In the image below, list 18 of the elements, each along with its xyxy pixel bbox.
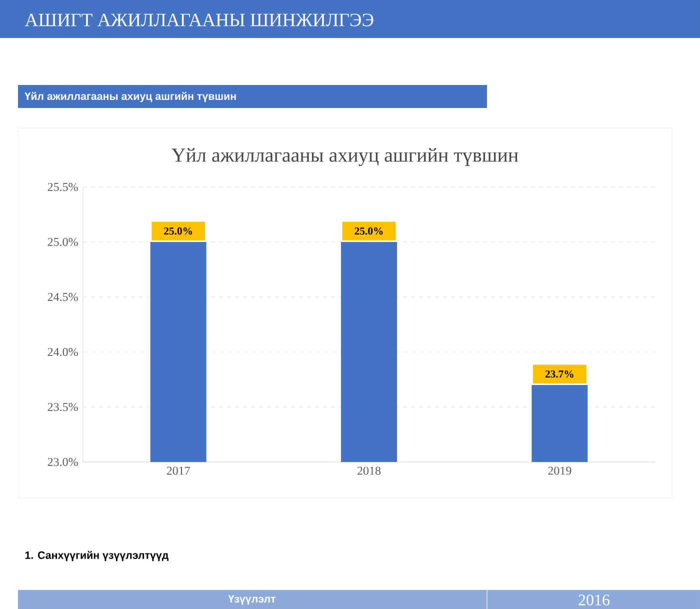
text: 2016	[578, 594, 610, 606]
text: Үйл ажиллагааны ахиуц ашгийн түвшин	[24, 92, 236, 102]
text: АШИГТ АЖИЛЛАГААНЫ ШИНЖИЛГЭЭ	[24, 14, 374, 26]
data-label: 25.0%	[164, 227, 192, 235]
x-tick-label: 2018	[358, 466, 381, 475]
y-tick-label: 23.5%	[48, 402, 78, 412]
text: Үзүүлэлт	[228, 595, 276, 605]
x-tick-label: 2019	[548, 466, 572, 475]
x-tick-label: 2017	[166, 466, 190, 475]
y-tick-label: 25.0%	[48, 238, 78, 246]
text: 1. Санхүүгийн үзүүлэлтүүд	[25, 550, 168, 562]
y-tick-label: 25.5%	[48, 182, 78, 192]
y-tick-label: 24.0%	[48, 348, 78, 356]
data-label: 23.7%	[545, 370, 574, 378]
data-label: 25.0%	[354, 227, 383, 235]
y-tick-label: 24.5%	[48, 292, 78, 302]
y-tick-label: 23.0%	[48, 458, 78, 466]
chart-title: Үйл ажиллагааны ахиуц ашгийн түвшин	[172, 148, 518, 166]
